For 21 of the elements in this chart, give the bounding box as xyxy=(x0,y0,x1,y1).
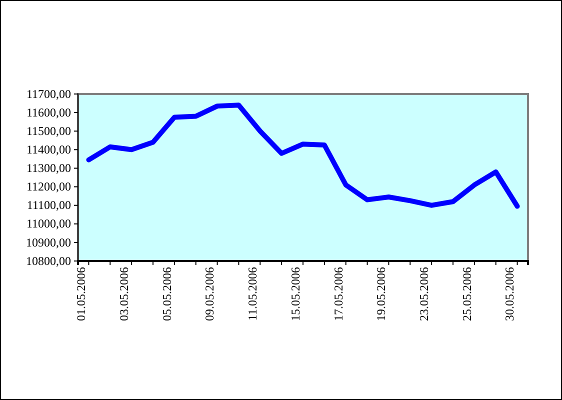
y-tick-label: 11400,00 xyxy=(26,142,71,157)
x-tick-label: 17.05.2006 xyxy=(331,267,346,321)
x-tick-label: 23.05.2006 xyxy=(416,267,431,321)
x-tick-label: 03.05.2006 xyxy=(116,267,131,321)
x-tick-label: 11.05.2006 xyxy=(246,267,260,321)
y-tick-label: 10900,00 xyxy=(26,235,71,250)
y-tick-label: 11500,00 xyxy=(26,124,71,138)
x-tick-label: 30.05.2006 xyxy=(502,267,517,321)
x-tick-label: 01.05.2006 xyxy=(74,267,88,321)
y-tick-label: 11200,00 xyxy=(26,180,71,194)
y-tick-label: 11100,00 xyxy=(26,198,71,212)
x-tick-label: 15.05.2006 xyxy=(288,267,302,321)
x-tick-label: 05.05.2006 xyxy=(160,267,174,321)
x-tick-label: 09.05.2006 xyxy=(202,267,217,321)
y-tick-label: 11000,00 xyxy=(26,216,71,231)
y-tick-label: 11700,00 xyxy=(26,86,71,101)
y-tick-label: 10800,00 xyxy=(26,254,71,268)
x-tick-label: 19.05.2006 xyxy=(374,267,388,321)
y-tick-label: 11300,00 xyxy=(26,161,71,176)
x-tick-label: 25.05.2006 xyxy=(460,267,474,321)
y-tick-label: 11600,00 xyxy=(26,105,71,120)
